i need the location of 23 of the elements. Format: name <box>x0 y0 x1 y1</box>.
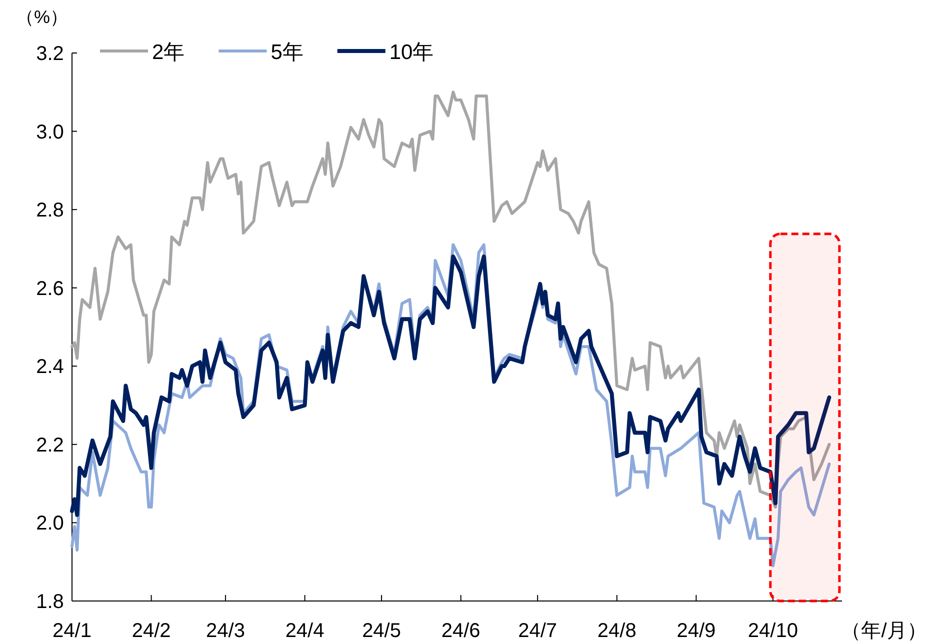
x-tick-label: 24/1 <box>52 620 92 642</box>
y-tick-label: 2.8 <box>36 200 64 222</box>
y-tick-label: 3.0 <box>36 121 64 144</box>
y-tick-label: 3.2 <box>36 43 64 65</box>
x-tick-label: 24/7 <box>518 620 558 642</box>
y-tick-label: 1.8 <box>36 591 64 613</box>
legend-label: 2年 <box>152 41 185 64</box>
x-tick-label: 24/5 <box>362 620 402 642</box>
y-tick-label: 2.6 <box>36 278 64 300</box>
x-axis-title: （年/月） <box>841 620 927 642</box>
y-axis-title: （%） <box>16 7 68 27</box>
y-tick-label: 2.2 <box>36 434 64 456</box>
y-tick-label: 2.4 <box>36 356 64 378</box>
x-tick-label: 24/9 <box>676 620 716 642</box>
legend-label: 5年 <box>270 41 304 64</box>
x-tick-label: 24/10 <box>748 620 798 642</box>
x-tick-label: 24/6 <box>441 620 480 642</box>
x-tick-label: 24/8 <box>597 620 636 642</box>
x-tick-label: 24/4 <box>285 620 324 642</box>
x-tick-label: 24/2 <box>132 620 171 642</box>
y-tick-label: 2.0 <box>36 512 64 535</box>
x-tick-label: 24/3 <box>206 620 245 642</box>
legend-label: 10年 <box>389 41 434 64</box>
